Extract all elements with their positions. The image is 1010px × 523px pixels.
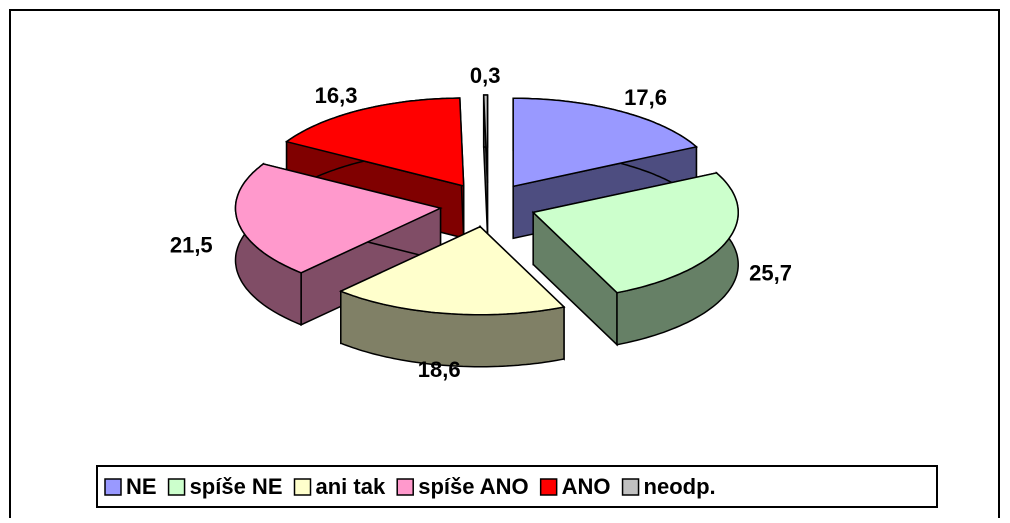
slice-top <box>284 97 465 187</box>
legend-label: spíše ANO <box>418 474 528 499</box>
legend-label: spíše NE <box>190 474 283 499</box>
slice-top <box>482 94 489 184</box>
legend-swatch <box>167 478 186 496</box>
pie-slice <box>338 224 566 368</box>
data-label: 0,3 <box>470 63 501 88</box>
data-label: 21,5 <box>170 233 213 258</box>
data-label: 16,3 <box>315 83 358 108</box>
legend-swatch <box>396 478 414 496</box>
legend-swatch <box>539 478 558 496</box>
legend-label: neodp. <box>644 474 716 499</box>
legend-label: ani tak <box>316 474 386 499</box>
legend-swatch <box>293 478 312 496</box>
data-label: 18,6 <box>418 357 461 382</box>
data-label: 17,6 <box>624 85 667 110</box>
legend-label: ANO <box>562 474 611 499</box>
pie-slice <box>284 97 465 239</box>
slice-top <box>234 163 443 274</box>
legend-label: NE <box>126 474 157 499</box>
pie-slice <box>482 94 489 236</box>
legend-box <box>96 465 938 508</box>
slice-top <box>338 225 566 316</box>
legend-swatch <box>104 478 122 496</box>
slice-top <box>531 172 739 294</box>
pie-slice <box>234 162 443 326</box>
data-label: 25,7 <box>749 261 792 286</box>
slice-top <box>512 97 699 188</box>
legend-swatch <box>621 478 640 496</box>
pie-slice <box>531 171 739 347</box>
